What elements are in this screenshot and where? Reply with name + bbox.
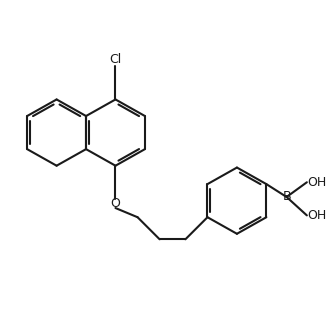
Text: O: O [111, 197, 121, 210]
Text: OH: OH [307, 176, 326, 189]
Text: Cl: Cl [109, 53, 122, 66]
Text: OH: OH [307, 209, 326, 222]
Text: B: B [282, 191, 291, 203]
